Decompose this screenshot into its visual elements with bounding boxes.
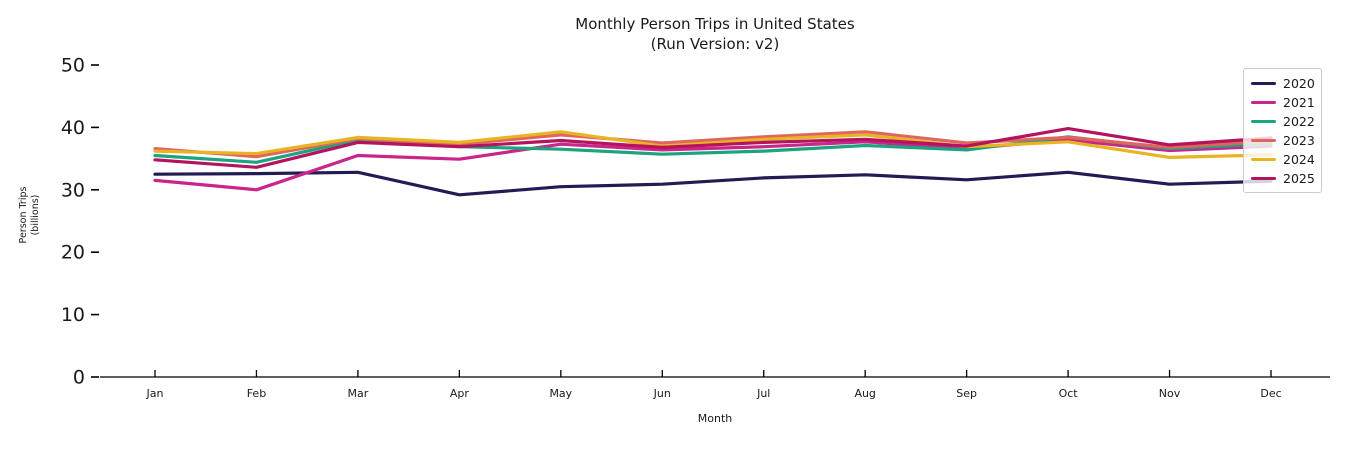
legend-swatch-2023 [1251,139,1276,142]
legend-swatch-2024 [1251,158,1276,161]
y-tick-label-10: 10 [61,304,85,326]
legend-item-2022: 2022 [1251,112,1315,131]
x-axis-label: Month [697,412,733,425]
x-tick-label-Oct: Oct [1059,387,1079,400]
legend-label-2022: 2022 [1283,114,1315,129]
x-tick-label-Nov: Nov [1159,387,1181,400]
legend-item-2023: 2023 [1251,131,1315,150]
legend-label-2020: 2020 [1283,76,1315,91]
y-axis-label-line1: Person Trips [18,186,29,244]
legend-item-2020: 2020 [1251,74,1315,93]
series-line-2020 [153,170,1273,197]
chart-title: Monthly Person Trips in United States [575,15,855,33]
y-tick-label-30: 30 [61,179,85,201]
chart-subtitle: (Run Version: v2) [650,35,780,53]
x-tick-label-Feb: Feb [247,387,266,400]
legend-item-2025: 2025 [1251,169,1315,188]
x-tick-label-Jul: Jul [756,387,770,400]
x-tick-label-May: May [549,387,572,400]
x-tick-label-Dec: Dec [1260,387,1281,400]
series-line-2021 [153,138,1273,192]
legend-item-2024: 2024 [1251,150,1315,169]
x-tick-label-Sep: Sep [956,387,977,400]
series-line-2025 [153,127,1273,169]
legend-item-2021: 2021 [1251,93,1315,112]
series-line-2024 [153,130,1273,159]
legend-swatch-2021 [1251,101,1276,104]
y-tick-label-20: 20 [61,242,85,264]
x-tick-label-Aug: Aug [854,387,875,400]
x-tick-label-Jan: Jan [146,387,164,400]
legend-label-2021: 2021 [1283,95,1315,110]
chart-title-block: Monthly Person Trips in United States (R… [100,14,1330,54]
y-tick-label-50: 50 [61,55,85,77]
y-axis-label-line2: (billions) [29,194,41,236]
legend-swatch-2020 [1251,82,1276,85]
legend: 2020 2021 2022 2023 2024 2025 [1243,68,1322,193]
legend-swatch-2025 [1251,177,1276,180]
x-tick-label-Apr: Apr [450,387,470,400]
y-tick-label-40: 40 [61,117,85,139]
legend-label-2024: 2024 [1283,152,1315,167]
y-tick-label-0: 0 [73,367,85,389]
y-axis-label: Person Trips (billions) [18,144,48,286]
legend-label-2025: 2025 [1283,171,1315,186]
x-tick-label-Mar: Mar [348,387,369,400]
x-tick-label-Jun: Jun [653,387,671,400]
legend-swatch-2022 [1251,120,1276,123]
legend-label-2023: 2023 [1283,133,1315,148]
